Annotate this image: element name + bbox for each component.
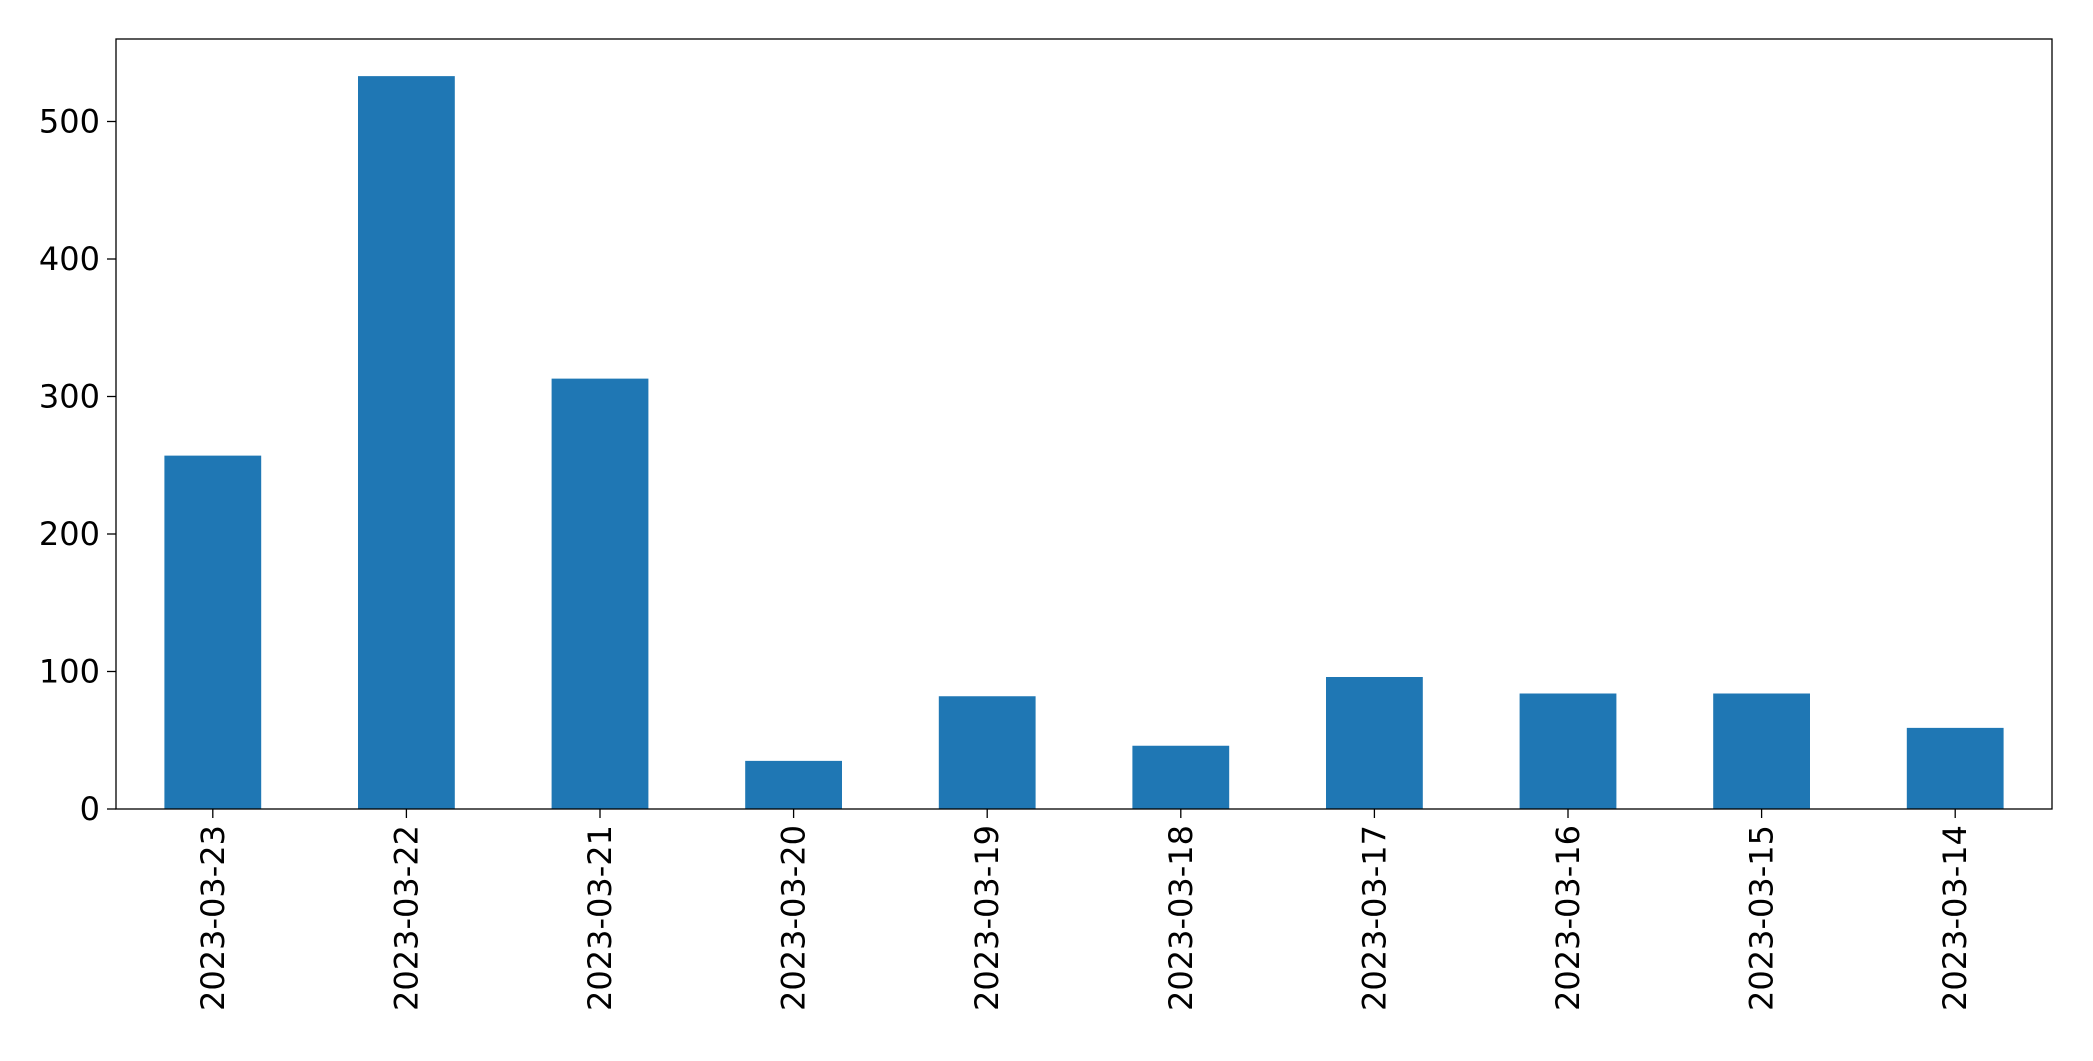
bar: [1906, 727, 2004, 809]
bar: [358, 76, 455, 809]
y-tick-label: 200: [39, 515, 100, 553]
plot-frame: [115, 38, 2053, 810]
x-tick-label: 2023-03-19: [968, 825, 1006, 1011]
bar: [551, 378, 649, 809]
x-tick-label: 2023-03-20: [775, 825, 813, 1011]
x-tick-label: 2023-03-21: [581, 825, 619, 1011]
y-tick-label: 100: [39, 653, 100, 691]
x-tick-label: 2023-03-15: [1743, 825, 1781, 1011]
x-tick-label: 2023-03-23: [194, 825, 232, 1011]
bar: [1519, 693, 1617, 809]
y-tick-label: 300: [39, 378, 100, 416]
y-tick-label: 400: [39, 240, 100, 278]
bar: [745, 760, 842, 809]
x-tick-label: 2023-03-16: [1549, 825, 1587, 1011]
y-tick-label: 0: [80, 790, 100, 828]
bar: [164, 455, 262, 809]
x-tick-label: 2023-03-14: [1936, 825, 1974, 1011]
y-tick-label: 500: [39, 103, 100, 141]
x-tick-label: 2023-03-18: [1162, 825, 1200, 1011]
bar: [1713, 693, 1810, 809]
bar: [1132, 745, 1230, 809]
bar: [938, 696, 1036, 809]
x-tick-label: 2023-03-22: [387, 825, 425, 1011]
bar: [1326, 677, 1423, 809]
x-tick-label: 2023-03-17: [1355, 825, 1393, 1011]
